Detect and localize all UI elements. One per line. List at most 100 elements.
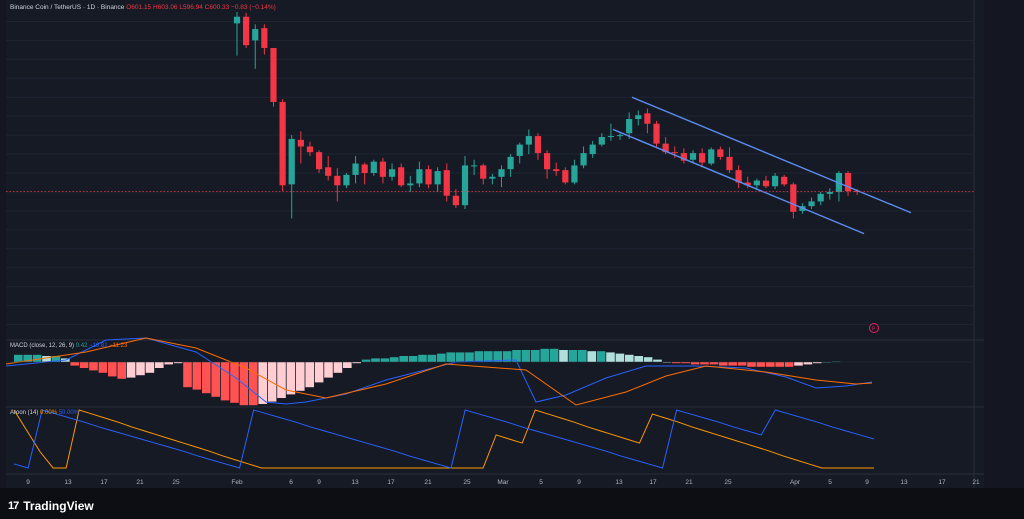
macd-legend-hist: 0.42 xyxy=(75,343,88,349)
candle-body xyxy=(252,29,259,41)
macd-legend[interactable]: MACD (close, 12, 26, 9) 0.42 −10.81 −11.… xyxy=(10,343,127,349)
time-tick-label: 5 xyxy=(539,479,543,486)
candle-body xyxy=(233,16,241,24)
candle-body xyxy=(708,149,715,164)
candle-body xyxy=(452,195,459,206)
candle-body xyxy=(498,169,505,177)
symbol-legend[interactable]: Binance Coin / TetherUS · 1D · Binance O… xyxy=(10,4,276,11)
candle-body xyxy=(717,149,724,157)
candle-body xyxy=(516,144,523,156)
candle-body xyxy=(589,144,596,155)
time-tick-label: 6 xyxy=(289,479,293,486)
macd-histogram-bar xyxy=(249,362,258,406)
macd-histogram-bar xyxy=(719,362,728,366)
macd-legend-signal: −11.23 xyxy=(109,343,128,349)
macd-histogram-bar xyxy=(408,356,418,362)
macd-histogram-bar xyxy=(484,351,493,362)
macd-histogram-bar xyxy=(32,354,42,362)
macd-histogram-bar xyxy=(596,351,606,362)
candle-body xyxy=(425,169,432,185)
macd-histogram-bar xyxy=(117,362,126,379)
time-tick-label: 17 xyxy=(938,479,946,486)
macd-histogram-bar xyxy=(324,362,333,378)
candle-body xyxy=(726,156,733,171)
macd-histogram-bar xyxy=(173,362,183,364)
symbol-title[interactable]: Binance Coin / TetherUS · 1D · Binance xyxy=(10,4,125,11)
macd-histogram-bar xyxy=(568,350,578,362)
candle-body xyxy=(817,193,824,202)
aroon-legend-down: 50.00% xyxy=(58,410,80,416)
macd-histogram-bar xyxy=(587,351,596,362)
macd-histogram-bar xyxy=(578,350,587,362)
candle-body xyxy=(607,136,615,138)
candle-body xyxy=(689,153,697,160)
macd-histogram-bar xyxy=(756,362,766,367)
macd-histogram-bar xyxy=(192,362,202,390)
candle-body xyxy=(598,137,605,145)
macd-histogram-bar xyxy=(672,362,681,364)
macd-histogram-bar xyxy=(70,362,79,366)
macd-histogram-bar xyxy=(794,362,803,366)
time-tick-label: 13 xyxy=(351,479,359,486)
chart-area[interactable]: 780.00760.00740.00720.00700.00680.00660.… xyxy=(5,0,1010,488)
macd-histogram-bar xyxy=(455,352,465,362)
macd-histogram-bar xyxy=(465,352,474,362)
macd-histogram-bar xyxy=(220,362,230,401)
candle-body xyxy=(826,191,833,194)
tradingview-logo[interactable]: 17 TradingView xyxy=(8,499,94,513)
macd-histogram-bar xyxy=(437,353,446,362)
macd-histogram-bar xyxy=(202,362,211,394)
macd-histogram-bar xyxy=(42,356,51,362)
macd-histogram-bar xyxy=(606,352,615,362)
candle-body xyxy=(471,165,478,167)
time-tick-label: 13 xyxy=(64,479,72,486)
candle-body xyxy=(680,153,687,161)
candle-body xyxy=(325,167,332,176)
macd-histogram-bar xyxy=(286,362,296,395)
candle-body xyxy=(352,163,359,175)
time-tick-label: 21 xyxy=(424,479,432,486)
time-tick-label: Apr xyxy=(790,479,801,486)
macd-histogram-bar xyxy=(427,354,437,362)
candle-body xyxy=(671,152,678,154)
candle-body xyxy=(507,156,514,170)
aroon-up-line xyxy=(13,409,874,469)
candle-body xyxy=(343,174,350,186)
macd-histogram-bar xyxy=(126,362,136,378)
candle-body xyxy=(297,139,304,147)
macd-histogram-bar xyxy=(521,350,531,362)
time-tick-label: 25 xyxy=(172,479,180,486)
macd-histogram-bar xyxy=(446,352,455,362)
macd-histogram-bar xyxy=(474,351,484,362)
candle-body xyxy=(388,169,396,177)
signal-line xyxy=(5,337,873,406)
channel-lower-line xyxy=(612,128,865,235)
candle-body xyxy=(790,184,797,212)
candle-body xyxy=(398,167,405,186)
macd-histogram-bar xyxy=(493,351,502,362)
macd-histogram-bar xyxy=(803,362,813,365)
candle-body xyxy=(571,165,578,183)
time-tick-label: 9 xyxy=(26,479,30,486)
time-tick-label: 17 xyxy=(649,479,657,486)
candle-body xyxy=(416,169,423,184)
macd-histogram-bar xyxy=(183,362,192,388)
candle-body xyxy=(288,138,295,185)
chart-svg[interactable]: 780.00760.00740.00720.00700.00680.00660.… xyxy=(5,0,1010,488)
macd-histogram-bar xyxy=(775,362,784,367)
channel-upper-line xyxy=(631,96,912,214)
aroon-legend[interactable]: Aroon (14) 0.00% 50.00% xyxy=(10,410,79,416)
candle-body xyxy=(489,176,496,179)
macd-histogram-bar xyxy=(540,348,549,362)
macd-histogram-bar xyxy=(502,351,512,362)
candle-body xyxy=(735,170,742,183)
time-tick-label: 21 xyxy=(136,479,144,486)
aroon-legend-name: Aroon (14) xyxy=(10,410,39,416)
candle-body xyxy=(616,135,624,137)
macd-histogram-bar xyxy=(79,362,89,368)
candle-body xyxy=(525,136,532,145)
macd-histogram-bar xyxy=(239,362,249,406)
time-tick-label: 9 xyxy=(317,479,321,486)
macd-histogram-bar xyxy=(305,362,314,388)
macd-histogram-bar xyxy=(51,356,61,362)
